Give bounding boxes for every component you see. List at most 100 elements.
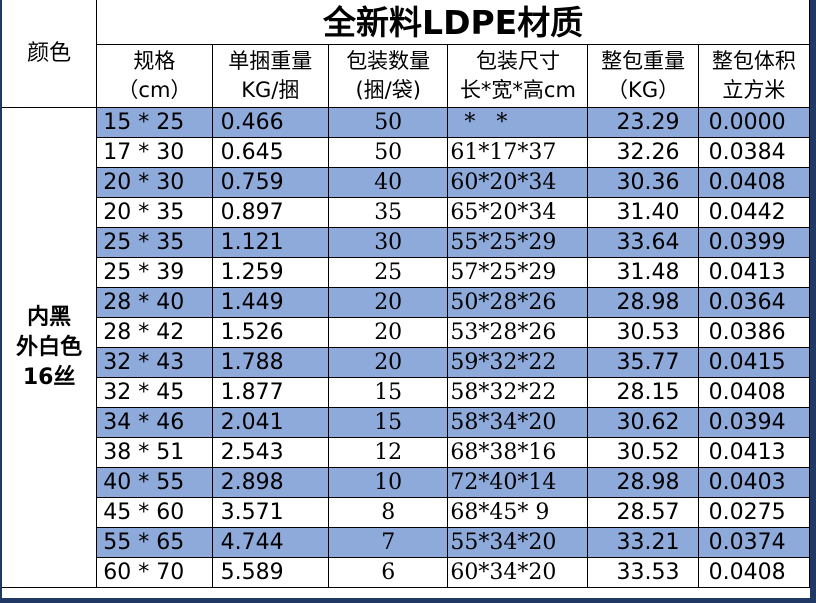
table-row: 45 * 60 3.571 8 68*45* 9 28.57 0.0275 (2, 497, 811, 528)
pack-size-cell: 55*25*29 (447, 227, 589, 258)
spec-cell: 60 * 70 (96, 557, 213, 588)
pack-quantity-cell: 15 (327, 407, 449, 438)
color-value-cell: 内黑 外白色 16丝 (2, 107, 98, 588)
pack-size-cell: 60*20*34 (447, 167, 589, 198)
unit-weight-cell: 1.449 (211, 287, 329, 318)
total-weight-cell: 35.77 (587, 347, 699, 378)
volume-cell: 0.0394 (697, 407, 811, 438)
volume-cell: 0.0364 (697, 287, 811, 318)
header-total-weight: 整包重量 （KG） (587, 44, 699, 108)
pack-quantity-cell: 35 (327, 197, 449, 228)
total-weight-cell: 28.15 (587, 377, 699, 408)
spec-cell: 45 * 60 (96, 497, 213, 528)
table-row: 20 * 35 0.897 35 65*20*34 31.40 0.0442 (2, 197, 811, 228)
pack-size-cell: 55*34*20 (447, 527, 589, 558)
spec-cell: 40 * 55 (96, 467, 213, 498)
pack-quantity-cell: 10 (327, 467, 449, 498)
spec-cell: 32 * 43 (96, 347, 213, 378)
volume-cell: 0.0415 (697, 347, 811, 378)
spec-cell: 55 * 65 (96, 527, 213, 558)
total-weight-cell: 30.53 (587, 317, 699, 348)
total-weight-cell: 28.98 (587, 467, 699, 498)
table-row: 32 * 45 1.877 15 58*32*22 28.15 0.0408 (2, 377, 811, 408)
table-row: 40 * 55 2.898 10 72*40*14 28.98 0.0403 (2, 467, 811, 498)
total-weight-cell: 28.98 (587, 287, 699, 318)
table-row: 32 * 43 1.788 20 59*32*22 35.77 0.0415 (2, 347, 811, 378)
unit-weight-cell: 1.121 (211, 227, 329, 258)
unit-weight-cell: 1.877 (211, 377, 329, 408)
pack-quantity-cell: 8 (327, 497, 449, 528)
total-weight-cell: 33.53 (587, 557, 699, 588)
table-row: 55 * 65 4.744 7 55*34*20 33.21 0.0374 (2, 527, 811, 558)
volume-cell: 0.0408 (697, 557, 811, 588)
volume-cell: 0.0408 (697, 167, 811, 198)
pack-size-cell: 61*17*37 (447, 137, 589, 168)
total-weight-cell: 31.48 (587, 257, 699, 288)
total-weight-cell: 30.62 (587, 407, 699, 438)
header-spec: 规格 （cm） (96, 44, 213, 108)
spec-cell: 25 * 35 (96, 227, 213, 258)
total-weight-cell: 30.52 (587, 437, 699, 468)
table-row: 28 * 42 1.526 20 53*28*26 30.53 0.0386 (2, 317, 811, 348)
spec-cell: 17 * 30 (96, 137, 213, 168)
table-row: 17 * 30 0.645 50 61*17*37 32.26 0.0384 (2, 137, 811, 168)
table-row: 内黑 外白色 16丝 15 * 25 0.466 50 * * 23.29 0.0000 (2, 107, 811, 588)
table-row: 60 * 70 5.589 6 60*34*20 33.53 0.0408 (2, 557, 811, 588)
pack-quantity-cell: 25 (327, 257, 449, 288)
volume-cell: 0.0374 (697, 527, 811, 558)
total-weight-cell: 23.29 (587, 107, 699, 138)
unit-weight-cell: 1.526 (211, 317, 329, 348)
volume-cell: 0.0408 (697, 377, 811, 408)
volume-cell: 0.0275 (697, 497, 811, 528)
table-row: 28 * 40 1.449 20 50*28*26 28.98 0.0364 (2, 287, 811, 318)
spec-cell: 28 * 40 (96, 287, 213, 318)
table-row: 25 * 35 1.121 30 55*25*29 33.64 0.0399 (2, 227, 811, 258)
unit-weight-cell: 1.259 (211, 257, 329, 288)
pack-size-cell: 58*34*20 (447, 407, 589, 438)
pack-quantity-cell: 12 (327, 437, 449, 468)
pack-quantity-cell: 50 (327, 137, 449, 168)
header-unit-weight: 单捆重量 KG/捆 (211, 44, 329, 108)
volume-cell: 0.0413 (697, 437, 811, 468)
pack-size-cell: 72*40*14 (447, 467, 589, 498)
pack-size-cell: 68*45* 9 (447, 497, 589, 528)
pack-quantity-cell: 20 (327, 347, 449, 378)
header-pack-size: 包装尺寸 长*宽*高cm (447, 44, 589, 108)
spec-cell: 20 * 35 (96, 197, 213, 228)
unit-weight-cell: 1.788 (211, 347, 329, 378)
volume-cell: 0.0386 (697, 317, 811, 348)
spec-cell: 20 * 30 (96, 167, 213, 198)
pack-quantity-cell: 20 (327, 287, 449, 318)
spec-cell: 32 * 45 (96, 377, 213, 408)
pack-size-cell: 65*20*34 (447, 197, 589, 228)
spec-cell: 15 * 25 (96, 107, 213, 138)
total-weight-cell: 31.40 (587, 197, 699, 228)
volume-cell: 0.0413 (697, 257, 811, 288)
pack-quantity-cell: 50 (327, 107, 449, 138)
unit-weight-cell: 2.041 (211, 407, 329, 438)
pack-quantity-cell: 30 (327, 227, 449, 258)
table-row: 34 * 46 2.041 15 58*34*20 30.62 0.0394 (2, 407, 811, 438)
unit-weight-cell: 2.543 (211, 437, 329, 468)
pack-quantity-cell: 7 (327, 527, 449, 558)
pack-size-cell: 50*28*26 (447, 287, 589, 318)
product-spec-table: 颜色 全新料LDPE材质 规格 （cm） 单捆重量 KG/捆 包装数量 (捆/袋) 包… (2, 0, 811, 588)
table-row: 20 * 30 0.759 40 60*20*34 30.36 0.0408 (2, 167, 811, 198)
pack-quantity-cell: 40 (327, 167, 449, 198)
volume-cell: 0.0000 (697, 107, 811, 138)
volume-cell: 0.0384 (697, 137, 811, 168)
spec-cell: 25 * 39 (96, 257, 213, 288)
table-row: 38 * 51 2.543 12 68*38*16 30.52 0.0413 (2, 437, 811, 468)
volume-cell: 0.0442 (697, 197, 811, 228)
table-row: 25 * 39 1.259 25 57*25*29 31.48 0.0413 (2, 257, 811, 288)
spec-cell: 38 * 51 (96, 437, 213, 468)
unit-weight-cell: 5.589 (211, 557, 329, 588)
pack-quantity-cell: 20 (327, 317, 449, 348)
unit-weight-cell: 0.466 (211, 107, 329, 138)
pack-quantity-cell: 15 (327, 377, 449, 408)
total-weight-cell: 33.21 (587, 527, 699, 558)
pack-size-cell: * * (447, 107, 589, 138)
header-volume: 整包体积 立方米 (697, 44, 811, 108)
pack-size-cell: 68*38*16 (447, 437, 589, 468)
total-weight-cell: 33.64 (587, 227, 699, 258)
